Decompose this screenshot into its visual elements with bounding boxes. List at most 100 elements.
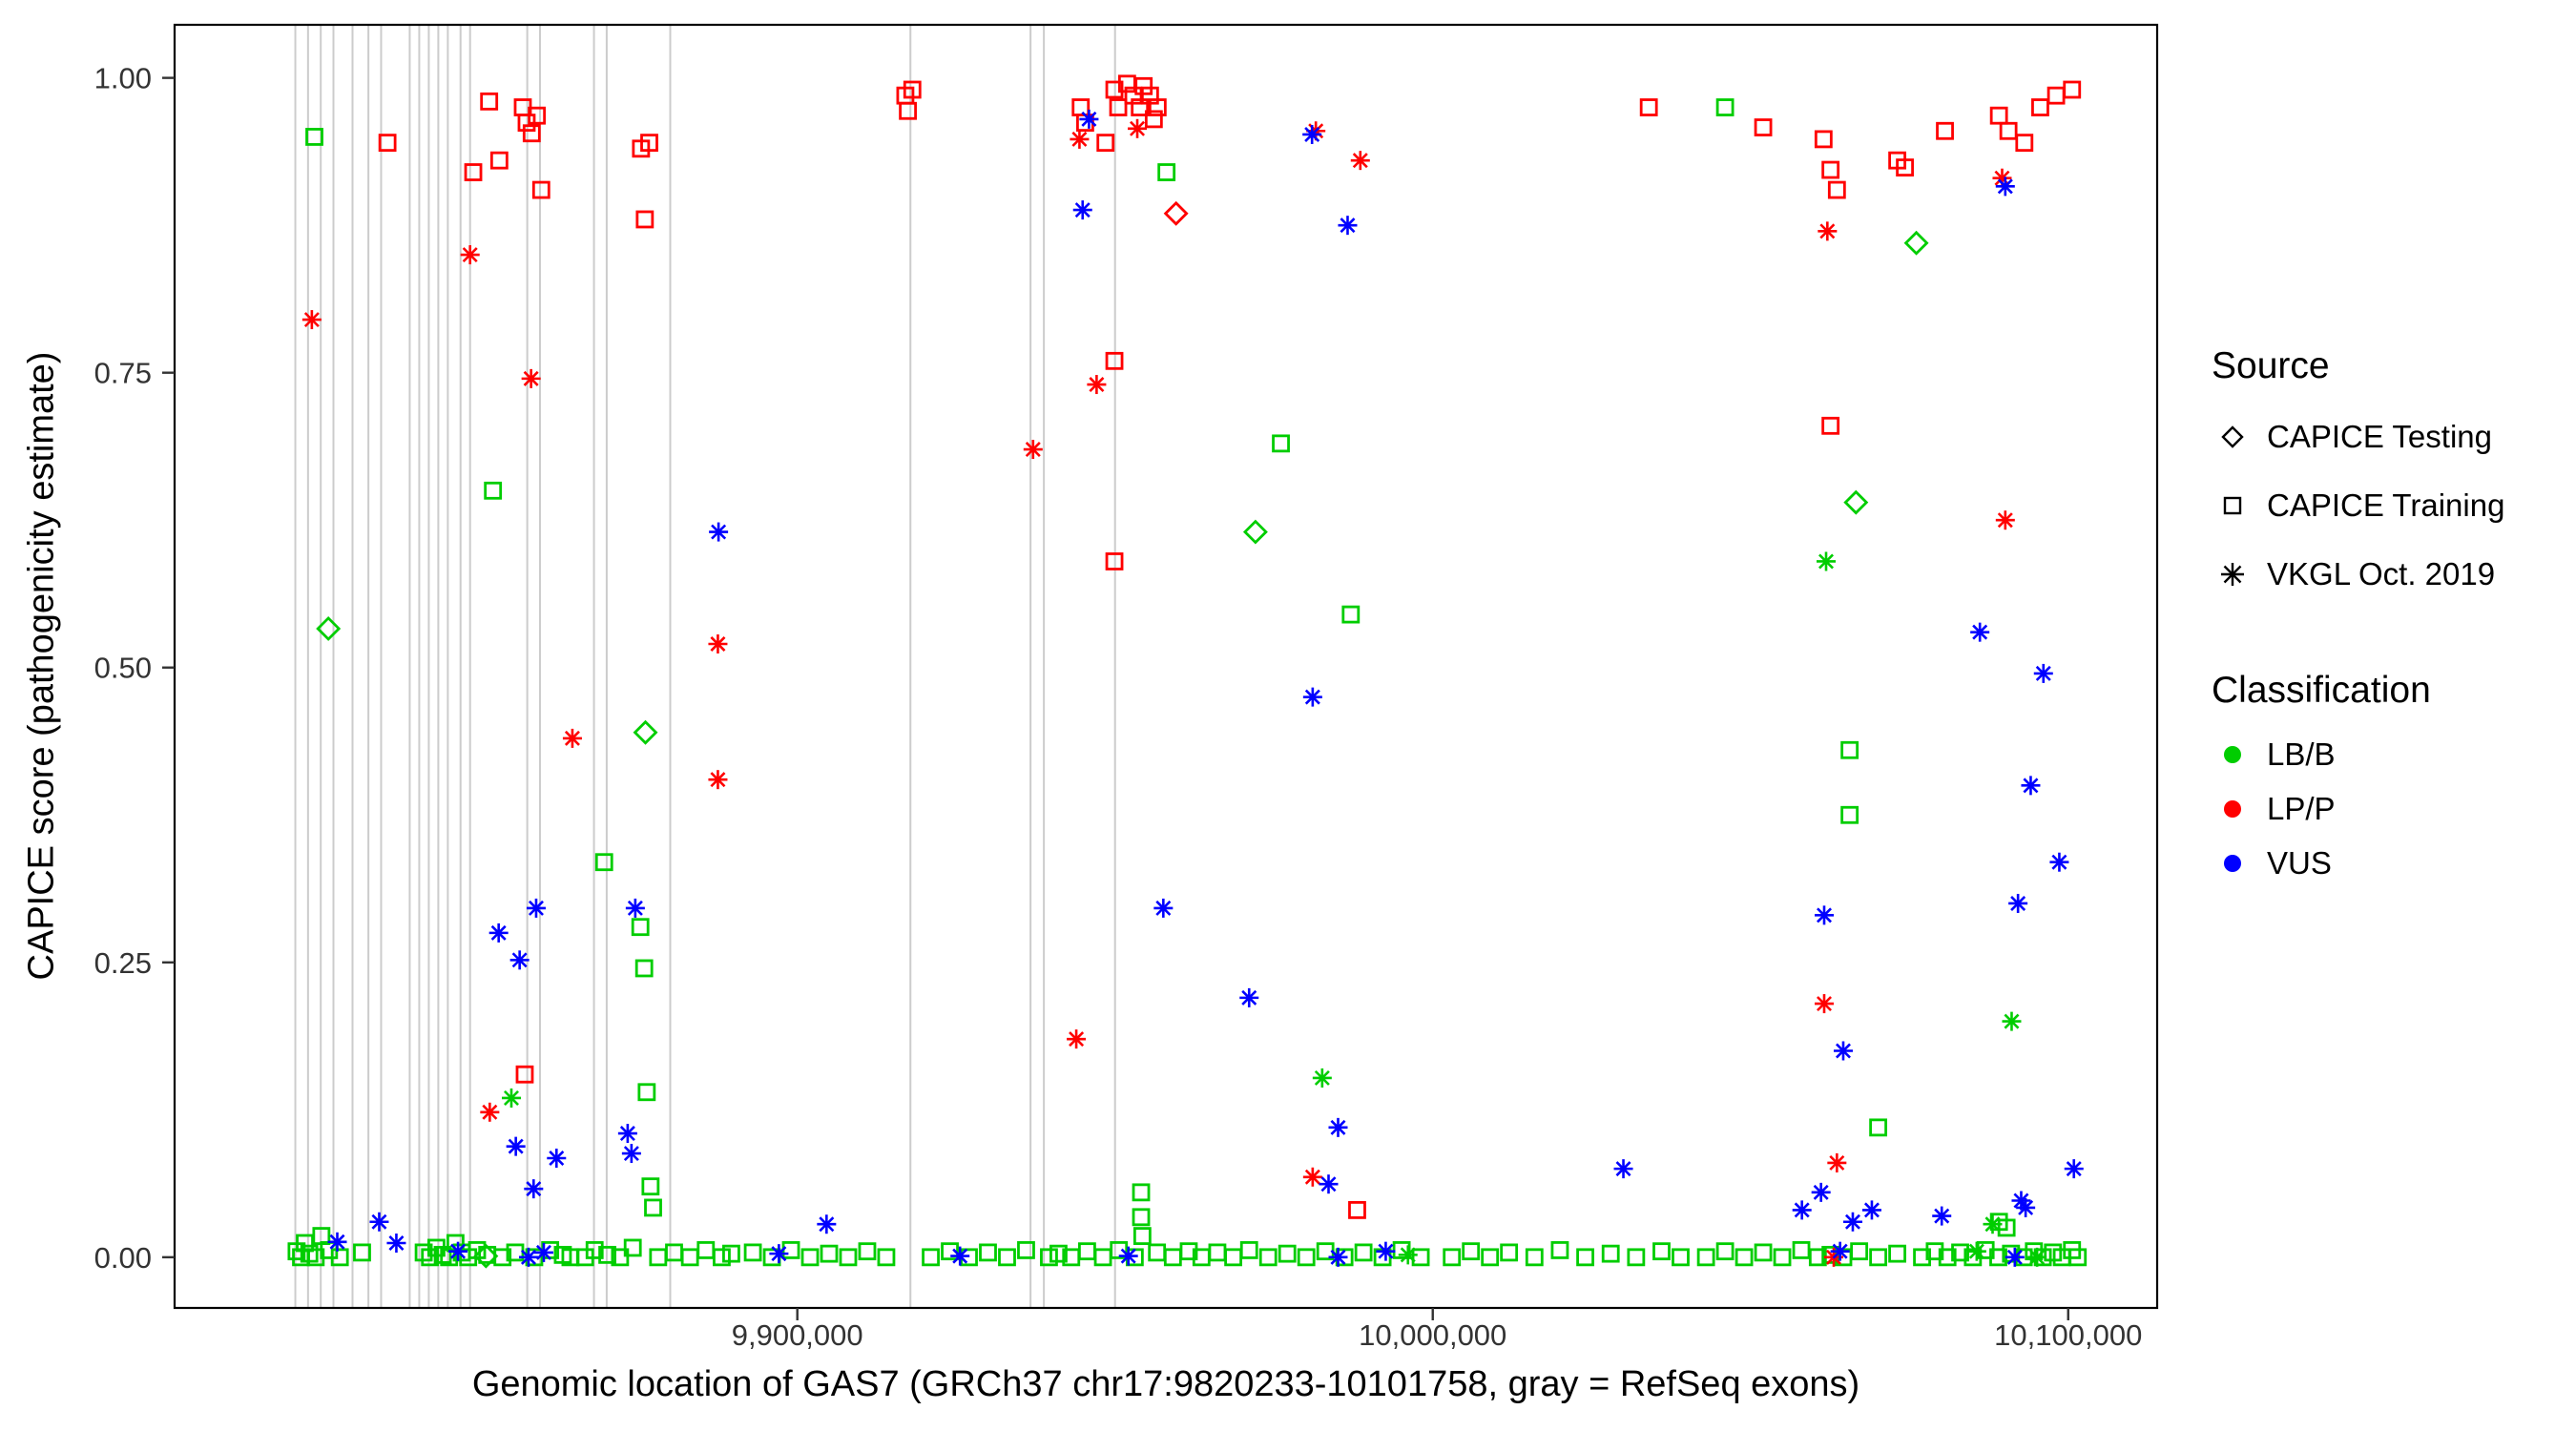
- y-tick-label: 0.75: [94, 357, 152, 390]
- data-point-asterisk: [1817, 551, 1837, 571]
- data-point-square: [1163, 1248, 1182, 1267]
- legend-item-label: VKGL Oct. 2019: [2267, 556, 2496, 591]
- data-point-square: [644, 1198, 662, 1217]
- data-point-square: [594, 853, 613, 872]
- data-point-square: [1627, 1248, 1646, 1267]
- data-point-asterisk: [1861, 1200, 1881, 1220]
- data-point-square: [640, 134, 658, 153]
- data-point-diamond: [633, 719, 658, 745]
- legend-item-label: LP/P: [2267, 790, 2336, 826]
- data-point-square: [1341, 605, 1361, 624]
- data-point-square: [2031, 98, 2049, 116]
- data-point-square: [1938, 1248, 1957, 1267]
- data-point-asterisk: [1118, 1246, 1138, 1266]
- data-point-square: [1639, 98, 1658, 116]
- data-point-square: [1913, 1248, 1931, 1267]
- data-point-square: [484, 481, 503, 500]
- legend-classification-group: Classification LB/B LP/P VUS: [2212, 670, 2504, 890]
- data-point-asterisk: [1319, 1174, 1339, 1194]
- data-point-asterisk: [501, 1088, 521, 1108]
- data-point-square: [522, 124, 541, 143]
- data-point-square: [1239, 1241, 1258, 1259]
- data-point-square: [1576, 1248, 1594, 1267]
- data-point-square: [1411, 1248, 1430, 1267]
- data-point-square: [1999, 121, 2018, 140]
- data-point-asterisk: [625, 898, 645, 918]
- data-point-square: [1179, 1242, 1198, 1261]
- data-point-asterisk: [2049, 852, 2069, 872]
- data-point-square: [493, 1248, 512, 1267]
- data-point-square: [1258, 1248, 1278, 1267]
- data-point-asterisk: [1079, 109, 1099, 129]
- data-point-asterisk: [1023, 440, 1043, 460]
- data-point-diamond: [1843, 489, 1869, 515]
- data-point-square: [353, 1243, 371, 1262]
- data-point-square: [2063, 80, 2082, 99]
- data-point-square: [1078, 1242, 1096, 1261]
- data-point-square: [1131, 98, 1150, 116]
- data-point-square: [680, 1248, 699, 1267]
- data-point-square: [2068, 1248, 2088, 1267]
- data-point-square: [598, 1245, 616, 1264]
- data-point-asterisk: [1312, 1068, 1332, 1088]
- legend-item-lpp: LP/P: [2212, 781, 2504, 836]
- x-tick-label: 10,000,000: [1359, 1318, 1506, 1352]
- data-point-asterisk: [533, 1242, 553, 1262]
- data-point-asterisk: [1070, 129, 1090, 149]
- data-point-asterisk: [1302, 687, 1322, 707]
- data-point-square: [1821, 160, 1840, 179]
- data-point-square: [1272, 434, 1290, 453]
- data-point-square: [1936, 121, 1954, 140]
- data-point-square: [1888, 1244, 1906, 1263]
- data-point-asterisk: [2021, 776, 2041, 796]
- data-point-square: [722, 1244, 740, 1263]
- data-point-square: [1500, 1243, 1519, 1262]
- red-circle-icon: [2212, 788, 2254, 830]
- legend-item-capice-training: CAPICE Training: [2212, 471, 2504, 540]
- data-point-asterisk: [2005, 1247, 2025, 1267]
- data-point-asterisk: [708, 770, 728, 790]
- data-point-asterisk: [1992, 168, 2012, 188]
- data-point-square: [1093, 1248, 1112, 1267]
- data-point-square: [1550, 1241, 1569, 1259]
- data-point-square: [1040, 1248, 1058, 1267]
- data-point-asterisk: [448, 1241, 468, 1261]
- data-point-asterisk: [1328, 1247, 1348, 1267]
- y-axis-title: CAPICE score (pathogenicity estimate): [21, 351, 62, 981]
- data-point-square: [877, 1248, 896, 1267]
- data-point-square: [1840, 740, 1859, 759]
- data-point-asterisk: [509, 950, 530, 970]
- data-point-asterisk: [1398, 1245, 1418, 1265]
- data-point-square: [858, 1242, 877, 1261]
- data-point-square: [1049, 1244, 1068, 1263]
- data-point-asterisk: [1792, 1200, 1812, 1220]
- data-point-square: [1754, 118, 1773, 136]
- data-point-diamond: [1903, 230, 1929, 256]
- data-point-asterisk: [2002, 1011, 2022, 1031]
- data-point-square: [1109, 98, 1128, 116]
- data-point-asterisk: [709, 522, 729, 542]
- data-point-square: [1132, 1208, 1151, 1227]
- data-point-asterisk: [524, 1179, 544, 1199]
- data-point-square: [531, 180, 551, 199]
- data-point-square: [1157, 163, 1176, 181]
- legend-item-capice-testing: CAPICE Testing: [2212, 403, 2504, 471]
- green-circle-icon: [2212, 734, 2254, 776]
- data-point-asterisk: [1350, 151, 1370, 171]
- data-point-asterisk: [1067, 1029, 1087, 1049]
- legend-item-label: VUS: [2267, 844, 2332, 881]
- data-point-square: [631, 918, 650, 937]
- data-point-square: [1224, 1248, 1242, 1267]
- data-point-asterisk: [1376, 1241, 1396, 1261]
- data-point-square: [1997, 1218, 2016, 1237]
- data-point-diamond: [1242, 519, 1268, 545]
- data-point-square: [2015, 134, 2034, 153]
- data-point-square: [800, 1248, 820, 1267]
- data-point-asterisk: [1613, 1159, 1633, 1179]
- data-point-asterisk: [1830, 1241, 1850, 1261]
- data-point-square: [635, 210, 654, 229]
- data-point-asterisk: [1328, 1117, 1348, 1137]
- data-point-square: [1792, 1241, 1811, 1259]
- data-point-asterisk: [1818, 221, 1838, 241]
- y-tick-label: 0.50: [94, 652, 152, 685]
